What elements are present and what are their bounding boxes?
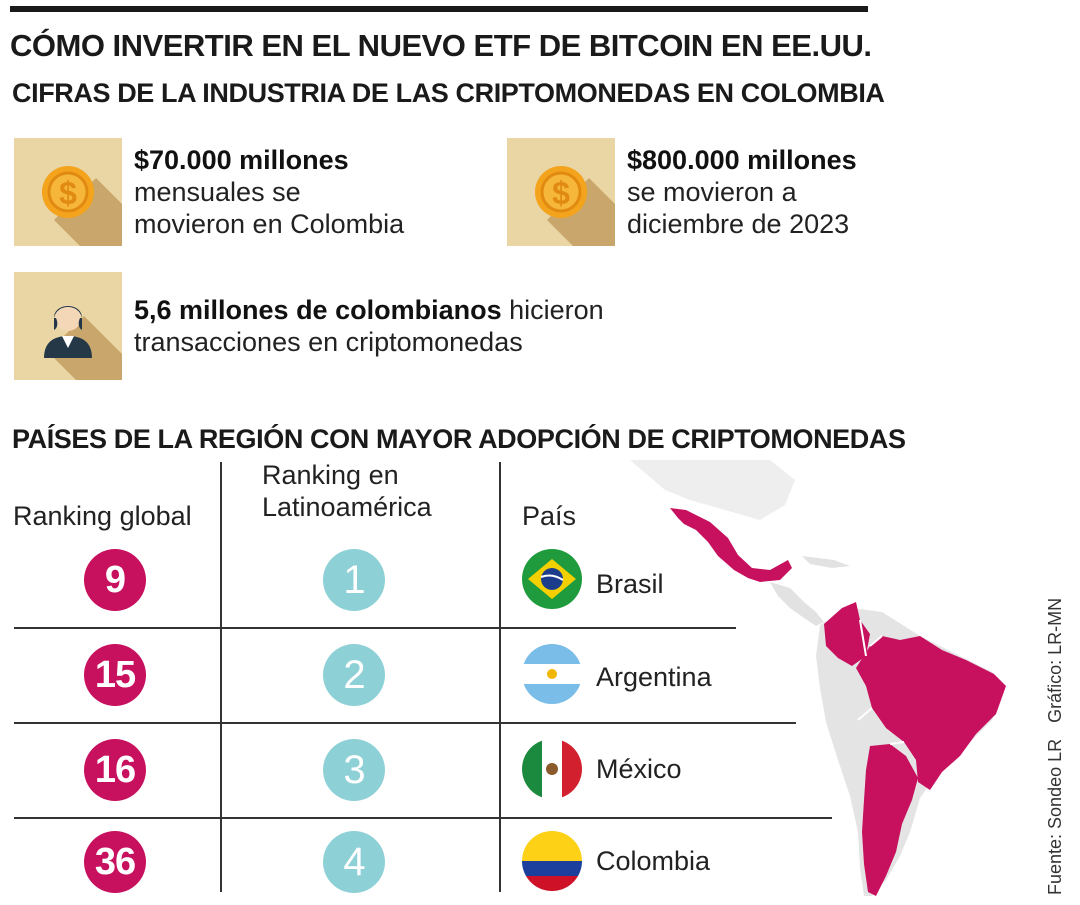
country-name: Colombia	[596, 846, 711, 876]
global-rank-badge: 36	[84, 831, 146, 893]
latin-america-map	[620, 460, 1020, 905]
colombia-flag-icon	[522, 831, 582, 891]
column-header-latam-line2: Latinoamérica	[262, 492, 432, 522]
stat-december-value: $800.000 millones	[627, 145, 857, 175]
latam-rank-badge: 1	[323, 549, 385, 611]
top-rule	[10, 6, 868, 12]
global-rank-badge: 16	[84, 739, 146, 801]
country-name: Brasil	[596, 569, 664, 599]
brazil-flag-icon	[522, 549, 582, 609]
mexico-flag-icon	[522, 739, 582, 799]
svg-text:$: $	[552, 175, 570, 211]
coin-icon: $	[14, 138, 122, 246]
row-divider	[14, 722, 796, 724]
stat-monthly: $70.000 millones mensuales se movieron e…	[134, 144, 404, 240]
stat-monthly-value: $70.000 millones	[134, 145, 349, 175]
coin-icon: $	[507, 138, 615, 246]
person-icon	[14, 272, 122, 380]
column-header-latam-line1: Ranking en	[262, 460, 399, 490]
stat-users: 5,6 millones de colombianos hicieron tra…	[134, 294, 604, 358]
row-divider	[14, 817, 832, 819]
latam-rank-badge: 3	[323, 739, 385, 801]
svg-text:$: $	[59, 175, 77, 211]
source-fuente: Fuente: Sondeo LR	[1045, 738, 1065, 895]
global-rank-badge: 15	[84, 644, 146, 706]
column-divider	[499, 462, 501, 892]
source-credit: Fuente: Sondeo LR Gráfico: LR-MN	[1045, 598, 1066, 895]
stat-december-line3: diciembre de 2023	[627, 209, 850, 239]
argentina-flag-icon	[522, 644, 582, 704]
country-name: Argentina	[596, 662, 712, 692]
stat-users-rest: hicieron	[501, 295, 604, 325]
section-subtitle: CIFRAS DE LA INDUSTRIA DE LAS CRIPTOMONE…	[12, 78, 885, 108]
column-header-country: País	[522, 501, 577, 531]
ranking-title: PAÍSES DE LA REGIÓN CON MAYOR ADOPCIÓN D…	[12, 424, 906, 454]
stat-december: $800.000 millones se movieron a diciembr…	[627, 144, 857, 240]
country-name: México	[596, 754, 682, 784]
stat-users-line2: transacciones en criptomonedas	[134, 327, 523, 357]
global-rank-badge: 9	[84, 549, 146, 611]
row-divider	[14, 627, 736, 629]
stat-users-value: 5,6 millones de colombianos	[134, 295, 502, 325]
column-header-latam: Ranking en Latinoamérica	[262, 459, 432, 523]
source-grafico: Gráfico: LR-MN	[1045, 597, 1065, 723]
stat-monthly-line2: mensuales se	[134, 177, 301, 207]
latam-rank-badge: 2	[323, 644, 385, 706]
column-header-global: Ranking global	[13, 501, 192, 531]
latam-rank-badge: 4	[323, 831, 385, 893]
page-title: CÓMO INVERTIR EN EL NUEVO ETF DE BITCOIN…	[10, 28, 872, 63]
column-divider	[220, 462, 222, 892]
stat-monthly-line3: movieron en Colombia	[134, 209, 405, 239]
stat-december-line2: se movieron a	[627, 177, 797, 207]
